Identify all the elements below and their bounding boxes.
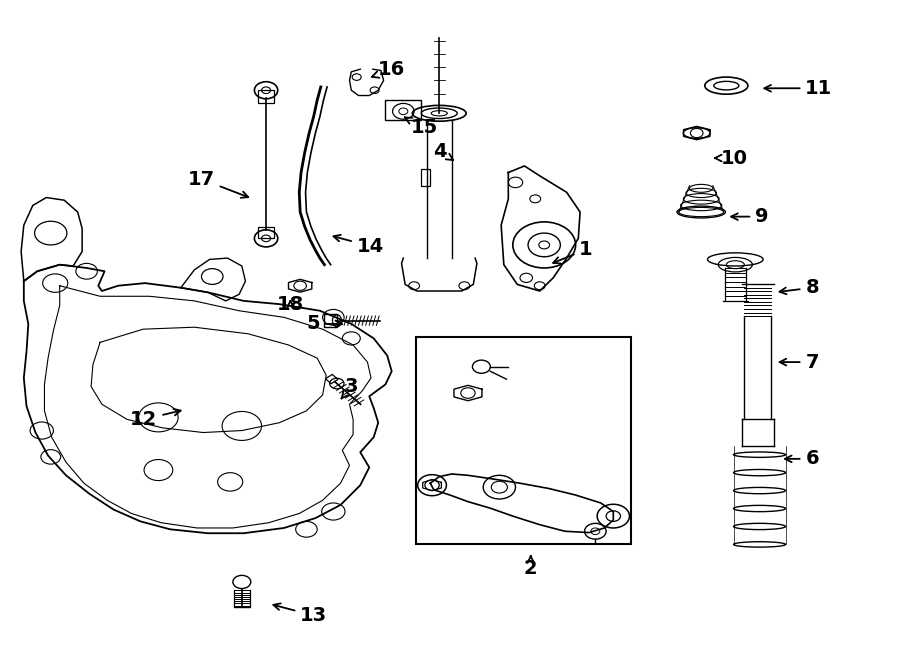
Text: 18: 18: [277, 295, 304, 314]
Text: 13: 13: [274, 603, 328, 625]
Text: 17: 17: [188, 170, 248, 198]
Text: 16: 16: [372, 60, 406, 79]
Text: 12: 12: [130, 409, 181, 429]
Text: 14: 14: [334, 235, 384, 256]
Text: 6: 6: [785, 449, 819, 469]
Text: 8: 8: [779, 278, 819, 297]
Text: 7: 7: [779, 352, 819, 371]
Bar: [385, 100, 421, 120]
Text: 10: 10: [715, 149, 748, 167]
Text: 4: 4: [433, 142, 453, 161]
Text: 1: 1: [554, 240, 593, 264]
Bar: [258, 91, 274, 103]
Bar: [324, 314, 337, 327]
Text: 15: 15: [405, 118, 437, 137]
Text: 2: 2: [524, 556, 537, 578]
Text: 5: 5: [306, 315, 342, 333]
Bar: [416, 337, 631, 545]
Text: 9: 9: [731, 207, 769, 226]
Bar: [421, 169, 430, 186]
Text: 3: 3: [341, 377, 358, 399]
Bar: [258, 227, 274, 239]
Text: 11: 11: [764, 79, 833, 98]
